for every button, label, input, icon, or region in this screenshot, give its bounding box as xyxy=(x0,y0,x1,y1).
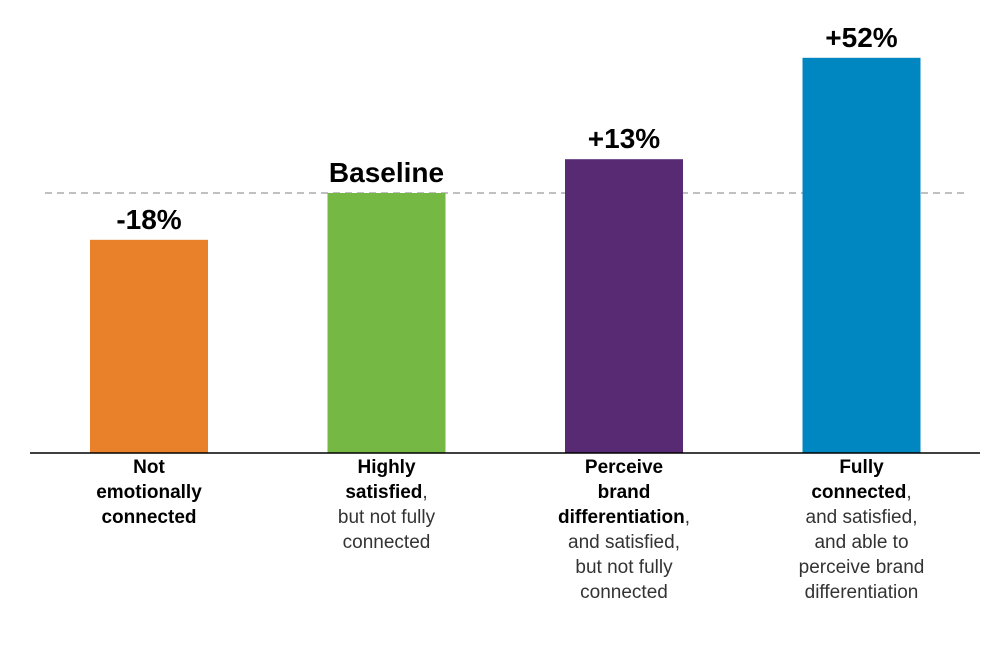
category-label-line: connected xyxy=(580,582,668,603)
category-label-line: and satisfied, xyxy=(805,507,918,528)
bar-value-label-3: +13% xyxy=(588,123,660,154)
category-label-line: connected xyxy=(101,507,197,528)
category-label-1: Not emotionally connected xyxy=(49,455,249,530)
category-label-line: connected xyxy=(342,532,431,553)
category-label-line: emotionally xyxy=(96,482,202,503)
category-label-line: perceive brand xyxy=(798,557,925,578)
category-label-line: differentiation, xyxy=(558,507,690,528)
category-label-line: differentiation xyxy=(804,582,919,603)
bar-1 xyxy=(90,239,208,453)
bar-value-label-2: Baseline xyxy=(329,157,444,188)
bar-3 xyxy=(565,159,683,453)
category-label-2: Highly satisfied, but not fully connected xyxy=(287,455,487,555)
category-label-line: and satisfied, xyxy=(568,532,680,553)
category-label-line: connected, xyxy=(811,482,912,503)
bar-2 xyxy=(327,193,446,453)
bar-4 xyxy=(802,57,921,454)
category-label-4: Fully connected, and satisfied, and able to… xyxy=(762,455,962,605)
category-label-line: Fully xyxy=(839,457,884,478)
category-label-line: Not xyxy=(133,457,165,478)
category-label-line: Perceive xyxy=(584,457,664,478)
category-label-line: Highly xyxy=(357,457,416,478)
category-label-line: but not fully xyxy=(575,557,673,578)
bar-value-label-4: +52% xyxy=(825,22,897,53)
category-label-line: but not fully xyxy=(337,507,436,528)
bar-value-label-1: -18% xyxy=(116,204,181,235)
category-label-3: Perceive brand differentiation, and satisfi… xyxy=(524,455,724,605)
category-label-line: brand xyxy=(597,482,651,503)
category-label-line: and able to xyxy=(814,532,909,553)
category-label-line: satisfied, xyxy=(345,482,428,503)
